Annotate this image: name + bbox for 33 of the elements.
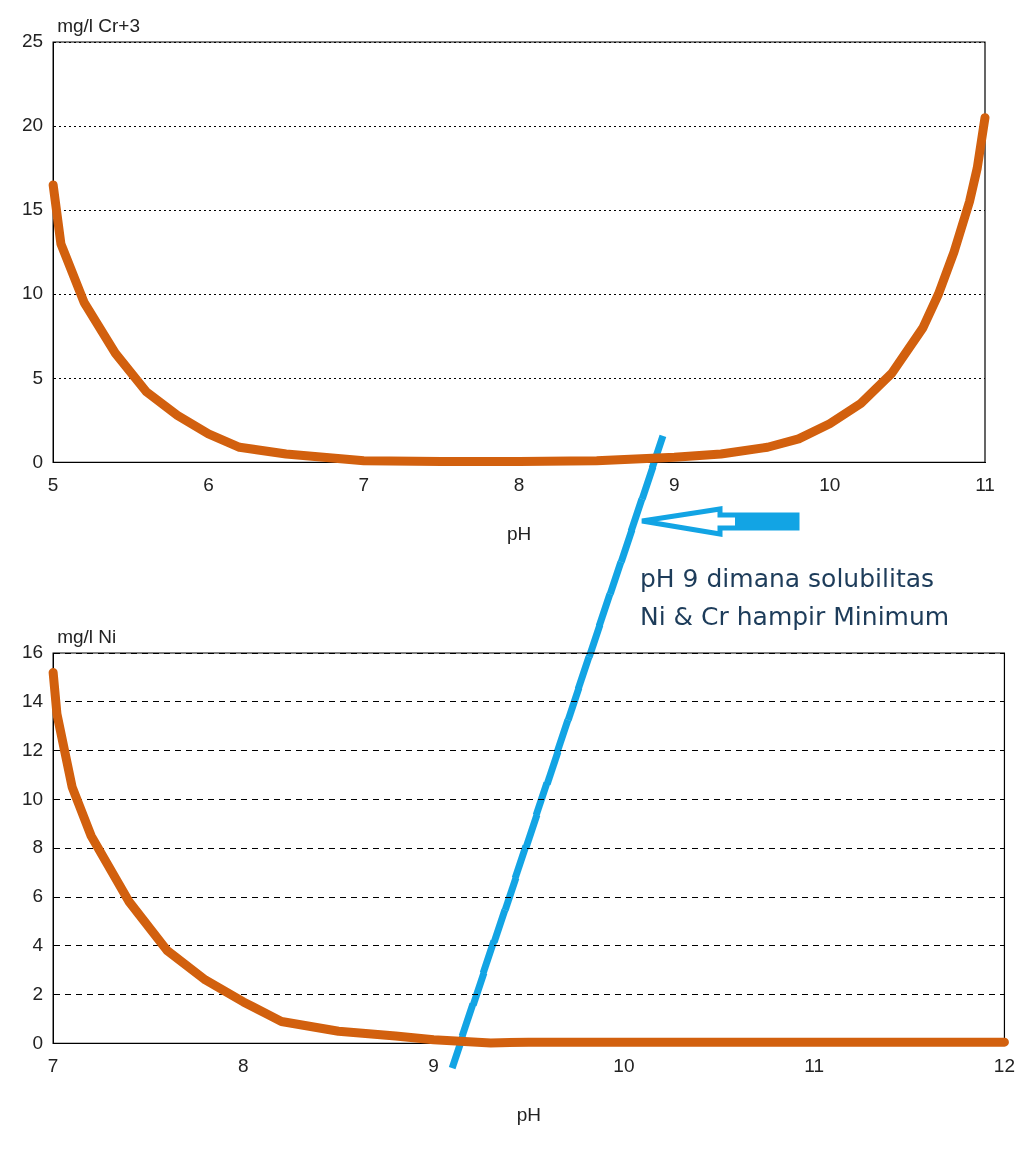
x-tick-label: 11 [975,474,995,496]
x-tick-label: 11 [804,1055,825,1077]
y-tick-label: 4 [32,934,44,956]
y-tick-label: 12 [21,738,44,760]
y-tick-label: 2 [32,982,44,1004]
y-tick-label: 8 [32,836,44,858]
x-tick-label: 6 [203,474,214,496]
x-tick-label: 7 [47,1055,59,1077]
y-tick-label: 6 [32,885,44,907]
x-tick-label: 10 [819,474,841,496]
y-tick-label: 20 [21,114,44,136]
y-tick-label: 5 [32,366,44,388]
y-tick-label: 10 [21,787,44,809]
y-tick-label: 15 [21,198,44,220]
y-tick-label: 0 [32,1031,44,1053]
x-tick-label: 5 [47,474,59,496]
x-tick-label: 8 [513,474,525,496]
x-tick-label: 10 [613,1055,635,1077]
y-axis-title: mg/l Ni [57,625,117,647]
y-axis-title: mg/l Cr+3 [57,14,141,36]
x-axis-title: pH [506,522,532,544]
y-tick-label: 10 [21,282,44,304]
x-tick-label: 12 [993,1055,1015,1077]
y-tick-label: 0 [32,450,44,472]
text: pH 9 dimana solubilitas Ni & Cr hampir Minimum [640,563,951,633]
x-tick-label: 9 [428,1055,439,1077]
y-tick-label: 16 [21,641,44,663]
x-tick-label: 9 [669,474,680,496]
x-tick-label: 8 [238,1055,249,1077]
x-tick-label: 7 [358,474,370,496]
y-tick-label: 25 [21,30,44,52]
x-axis-title: pH [516,1103,541,1125]
y-tick-label: 14 [21,690,44,712]
